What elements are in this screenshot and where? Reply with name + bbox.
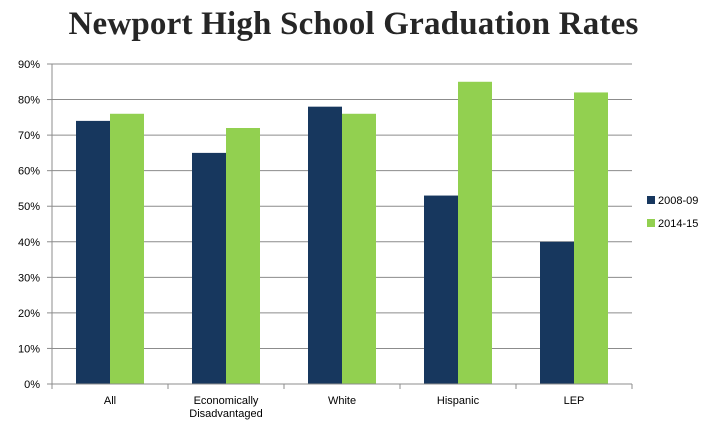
x-category-label: Economically Disadvantaged (189, 395, 262, 420)
y-tick-label: 50% (18, 201, 40, 213)
bar-2008-09-economically-disadvantaged (192, 152, 226, 384)
bar-2008-09-lep (540, 241, 574, 384)
y-tick-label: 20% (18, 308, 40, 320)
x-category-label: All (104, 395, 116, 407)
bar-2008-09-hispanic (424, 195, 458, 384)
legend-swatch (647, 196, 655, 204)
bar-2014-15-economically-disadvantaged (226, 128, 260, 384)
x-category-label: Hispanic (437, 395, 480, 407)
bar-2014-15-all (110, 113, 144, 385)
y-tick-label: 80% (18, 95, 40, 107)
legend-swatch (647, 219, 655, 227)
y-tick-label: 70% (18, 130, 40, 142)
bar-2014-15-hispanic (458, 81, 492, 385)
y-tick-label: 90% (18, 59, 40, 71)
bar-2008-09-all (76, 120, 110, 384)
y-tick-label: 0% (24, 379, 40, 391)
bar-2008-09-white (308, 106, 342, 385)
legend-label: 2008-09 (658, 195, 698, 207)
x-category-label: LEP (564, 395, 585, 407)
y-tick-label: 10% (18, 343, 40, 355)
bar-2014-15-lep (574, 92, 608, 384)
x-category-label: White (328, 395, 356, 407)
bar-2014-15-white (342, 113, 376, 385)
legend-label: 2014-15 (658, 218, 698, 230)
y-tick-label: 30% (18, 272, 40, 284)
y-tick-label: 60% (18, 166, 40, 178)
chart-title: Newport High School Graduation Rates (68, 6, 639, 42)
y-tick-label: 40% (18, 237, 40, 249)
